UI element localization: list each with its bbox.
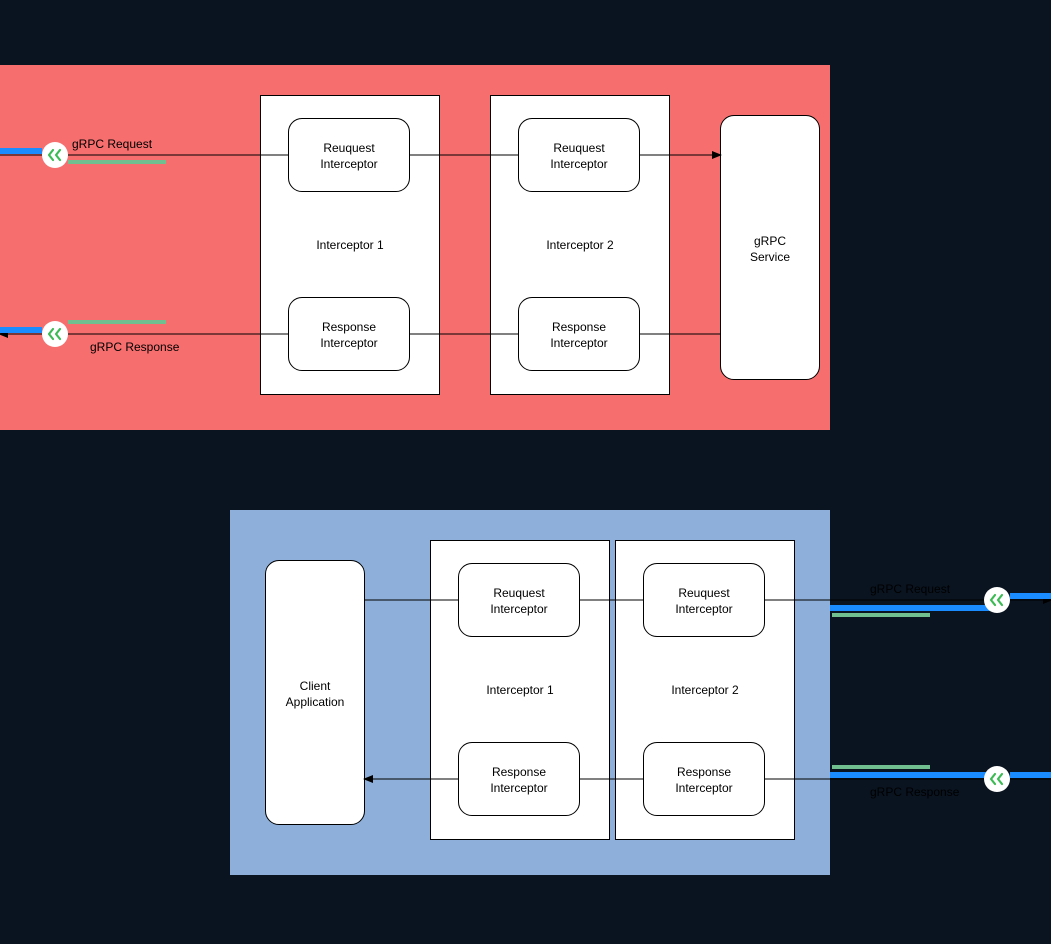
blue-bar [1010, 593, 1051, 599]
blue-bar [1010, 772, 1051, 778]
connection-badge-icon [42, 142, 68, 168]
blue-bar [0, 327, 42, 333]
teal-bar [832, 613, 930, 617]
blue-bar [830, 605, 1000, 611]
connection-badge-icon [984, 587, 1010, 613]
blue-bar [830, 772, 1000, 778]
connection-badge-icon [984, 766, 1010, 792]
teal-bar [68, 320, 166, 324]
connection-badge-icon [42, 321, 68, 347]
edges-layer [0, 0, 1051, 944]
teal-bar [832, 765, 930, 769]
blue-bar [0, 148, 42, 154]
teal-bar [68, 160, 166, 164]
